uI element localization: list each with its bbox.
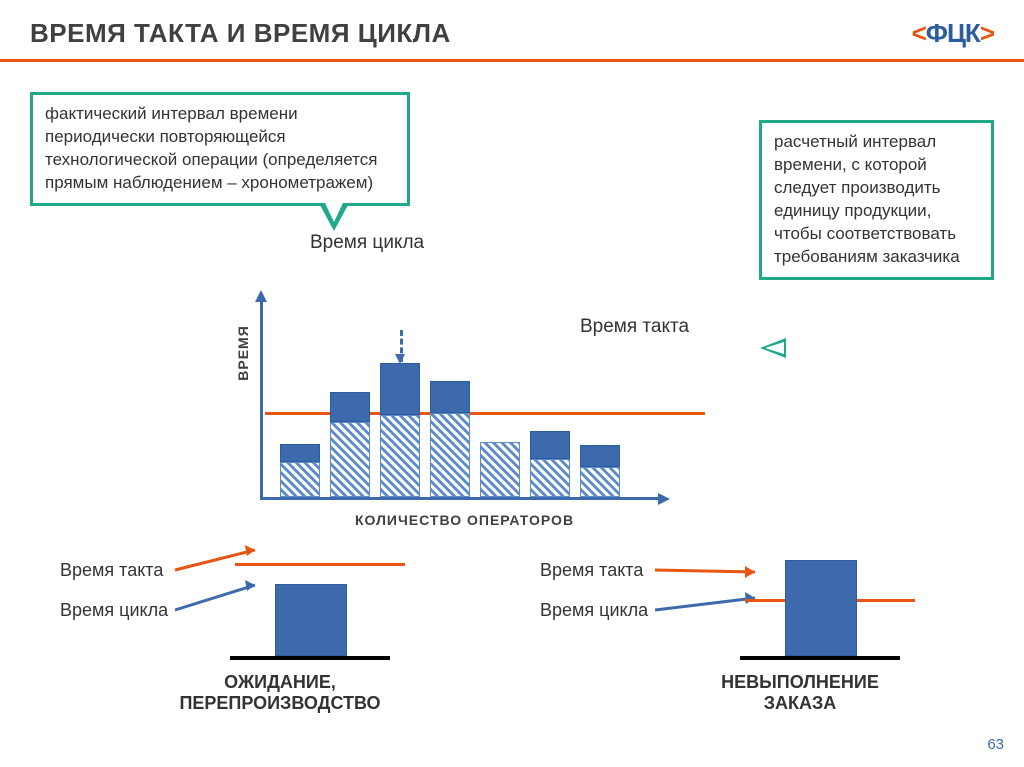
y-axis-arrow bbox=[255, 290, 267, 302]
label-takt-right: Время такта bbox=[540, 560, 643, 581]
slide-header: ВРЕМЯ ТАКТА И ВРЕМЯ ЦИКЛА <ФЦК> bbox=[0, 0, 1024, 62]
bar-left bbox=[275, 584, 347, 656]
bar-hatch bbox=[330, 422, 370, 497]
small-diagram-waiting: Время такта Время цикла ОЖИДАНИЕ,ПЕРЕПРО… bbox=[60, 540, 440, 720]
callout-cycle-time: фактический интервал времени периодическ… bbox=[30, 92, 410, 206]
x-axis-arrow bbox=[658, 493, 670, 505]
arrows-right bbox=[655, 540, 775, 640]
ground-right bbox=[740, 656, 900, 660]
bar-group bbox=[530, 459, 570, 497]
arrows-left bbox=[175, 540, 265, 640]
callout-takt-time: расчетный интервал времени, с которой сл… bbox=[759, 120, 994, 280]
main-chart-title: Время цикла bbox=[310, 232, 424, 254]
bar-solid bbox=[280, 444, 320, 462]
dashed-arrow-head bbox=[395, 354, 405, 364]
x-axis-label: КОЛИЧЕСТВО ОПЕРАТОРОВ bbox=[355, 512, 574, 528]
callout-pointer-right bbox=[760, 338, 786, 358]
y-axis-label: ВРЕМЯ bbox=[235, 325, 251, 381]
label-cycle-left: Время цикла bbox=[60, 600, 168, 621]
label-takt-left: Время такта bbox=[60, 560, 163, 581]
bar-solid bbox=[530, 431, 570, 459]
logo-bracket-left: < bbox=[912, 18, 926, 48]
bar-group bbox=[580, 467, 620, 497]
logo: <ФЦК> bbox=[912, 18, 994, 49]
bar-solid bbox=[430, 381, 470, 413]
bar-group bbox=[380, 415, 420, 497]
ground-left bbox=[230, 656, 390, 660]
callout-pointer-left bbox=[320, 205, 348, 231]
main-chart: ВРЕМЯ КОЛИЧЕСТВО ОПЕРАТОРОВ bbox=[260, 270, 680, 500]
bar-solid bbox=[380, 363, 420, 415]
bar-group bbox=[430, 413, 470, 497]
page-number: 63 bbox=[987, 736, 1004, 753]
bar-hatch bbox=[580, 467, 620, 497]
bar-hatch bbox=[380, 415, 420, 497]
label-cycle-right: Время цикла bbox=[540, 600, 648, 621]
bar-hatch bbox=[480, 442, 520, 497]
bar-group bbox=[280, 462, 320, 497]
bar-solid bbox=[330, 392, 370, 422]
x-axis bbox=[260, 497, 660, 500]
small-diagram-failure: Время такта Время цикла НЕВЫПОЛНЕНИЕЗАКА… bbox=[540, 540, 920, 720]
logo-bracket-right: > bbox=[980, 18, 994, 48]
bar-hatch bbox=[280, 462, 320, 497]
bar-hatch bbox=[530, 459, 570, 497]
bar-solid bbox=[580, 445, 620, 467]
page-title: ВРЕМЯ ТАКТА И ВРЕМЯ ЦИКЛА bbox=[30, 18, 451, 49]
takt-line-left bbox=[235, 563, 405, 566]
bar-right bbox=[785, 560, 857, 656]
bar-group bbox=[330, 422, 370, 497]
y-axis bbox=[260, 300, 263, 500]
logo-text: ФЦК bbox=[926, 18, 980, 48]
bar-group bbox=[480, 442, 520, 497]
bar-hatch bbox=[430, 413, 470, 497]
caption-right: НЕВЫПОЛНЕНИЕЗАКАЗА bbox=[680, 672, 920, 715]
caption-left: ОЖИДАНИЕ,ПЕРЕПРОИЗВОДСТВО bbox=[160, 672, 400, 715]
